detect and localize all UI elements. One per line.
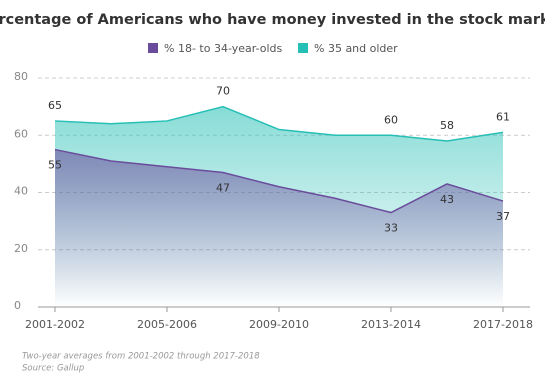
y-tick-label: 80	[14, 70, 28, 83]
data-label: 65	[48, 99, 62, 112]
data-label: 43	[440, 193, 454, 206]
legend-label: % 35 and older	[314, 42, 398, 55]
line	[54, 148, 504, 214]
data-label: 70	[216, 85, 230, 98]
data-label: 33	[384, 222, 398, 235]
data-label: 61	[496, 110, 510, 123]
x-tick-label: 2009-2010	[249, 318, 309, 331]
data-label: 47	[216, 181, 230, 194]
legend-swatch	[298, 43, 308, 53]
y-tick-label: 40	[14, 185, 28, 198]
data-label: 60	[384, 113, 398, 126]
y-tick-label: 0	[14, 299, 21, 312]
x-tick-label: 2005-2006	[137, 318, 197, 331]
area	[55, 149, 503, 307]
y-tick-label: 20	[14, 242, 28, 255]
chart-title: Percentage of Americans who have money i…	[0, 12, 545, 28]
footnote: Source: Gallup	[22, 364, 84, 374]
x-tick-label: 2001-2002	[25, 318, 85, 331]
footnote: Two-year averages from 2001-2002 through…	[22, 352, 260, 362]
y-tick-label: 60	[14, 127, 28, 140]
legend-swatch	[148, 43, 158, 53]
x-tick-label: 2013-2014	[361, 318, 421, 331]
data-label: 37	[496, 210, 510, 223]
x-tick-label: 2017-2018	[473, 318, 533, 331]
data-label: 58	[440, 119, 454, 132]
line	[54, 105, 504, 142]
data-label: 55	[48, 159, 62, 172]
legend-label: % 18- to 34-year-olds	[164, 42, 283, 55]
